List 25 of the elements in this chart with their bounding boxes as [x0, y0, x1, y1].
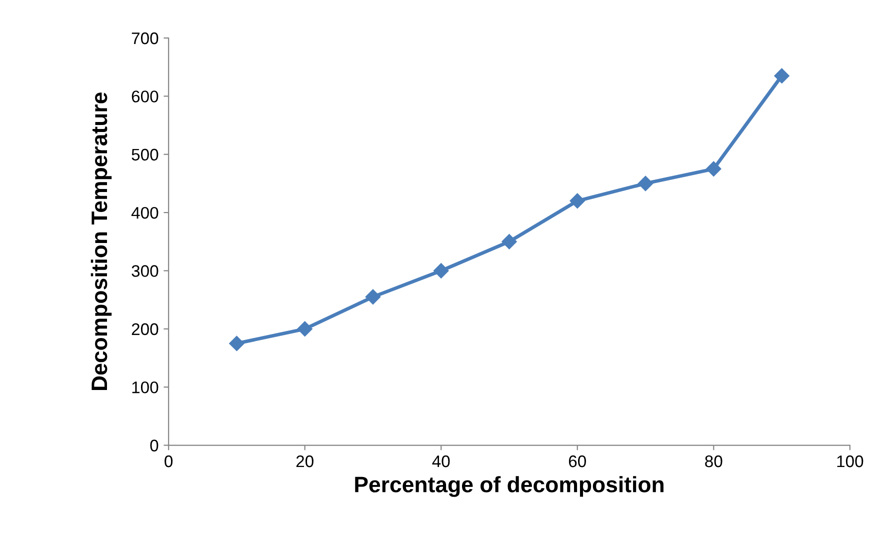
y-tick-label: 200 — [132, 323, 158, 336]
point — [570, 193, 585, 208]
point — [638, 176, 654, 192]
x-tick-label: 40 — [432, 455, 450, 468]
y-tick-label: 0 — [150, 440, 158, 452]
x-tick-label: 100 — [837, 455, 864, 468]
point — [706, 161, 722, 176]
x-axis-title: Percentage of decomposition — [355, 476, 664, 497]
x-tick-label: 0 — [164, 455, 173, 468]
y-tick-label: 700 — [132, 32, 158, 44]
y-axis-title: Decomposition Temperature — [90, 92, 112, 390]
x-tick-label: 80 — [705, 455, 722, 468]
x-tick-label: 60 — [568, 455, 586, 468]
y-tick-label: 500 — [132, 148, 158, 161]
point — [502, 234, 517, 250]
point — [229, 336, 244, 352]
point — [297, 321, 312, 336]
point — [434, 263, 449, 278]
y-tick-label: 600 — [132, 90, 158, 102]
x-tick-label: 20 — [296, 455, 314, 468]
point — [774, 68, 790, 84]
y-tick-label: 300 — [132, 265, 158, 277]
y-tick-label: 400 — [131, 206, 158, 219]
y-tick-label: 100 — [132, 381, 158, 394]
point — [365, 289, 381, 304]
